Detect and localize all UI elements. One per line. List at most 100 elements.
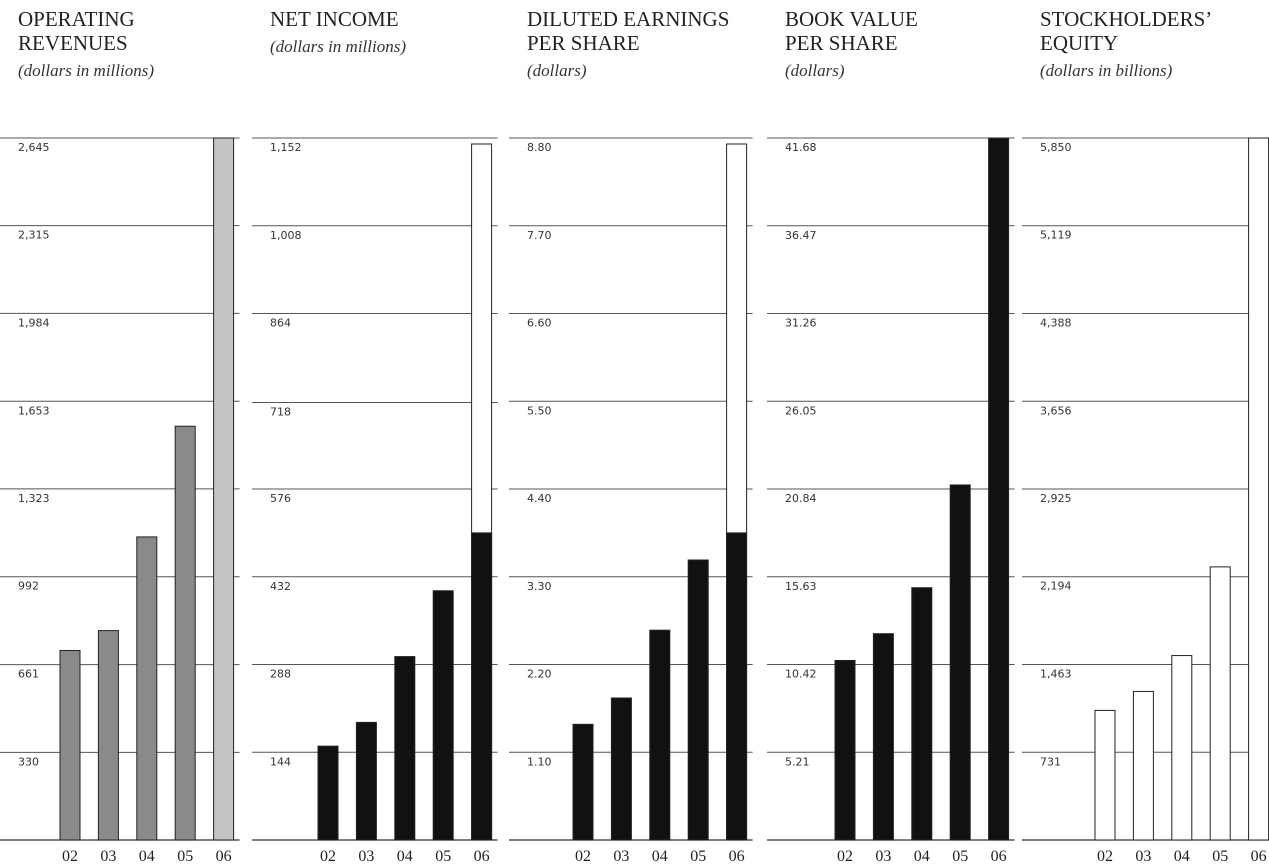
y-tick-label: 8.80 [527,141,552,154]
bar [174,425,196,841]
chart-title: PER SHARE [785,31,898,55]
y-tick-label: 3.30 [527,580,552,593]
y-tick-label: 6.60 [527,317,552,330]
y-tick-label: 5,850 [1040,141,1072,154]
y-tick-label: 1,463 [1040,667,1072,680]
y-tick-label: 432 [270,580,291,593]
y-tick-label: 1.10 [527,755,552,768]
bar [59,649,81,841]
bar [394,656,416,841]
x-tick-label: 06 [729,848,745,865]
y-tick-label: 7.70 [527,229,552,242]
y-tick-label: 15.63 [785,580,817,593]
y-tick-label: 864 [270,317,291,330]
bar [1209,566,1231,841]
y-tick-label: 330 [18,755,39,768]
x-tick-label: 05 [177,848,193,865]
chart-title: DILUTED EARNINGS [527,7,729,31]
bar [687,559,709,841]
y-tick-label: 5.50 [527,404,552,417]
x-tick-label: 06 [474,848,490,865]
chart-title: NET INCOME [270,7,399,31]
x-tick-label: 02 [62,848,78,865]
x-tick-label: 04 [914,848,930,865]
x-tick-label: 05 [952,848,968,865]
chart-title: OPERATING [18,7,135,31]
bar [136,536,158,841]
bar [355,721,377,841]
bar [572,723,594,841]
chart-title: EQUITY [1040,31,1118,55]
y-tick-label: 31.26 [785,317,817,330]
y-tick-label: 36.47 [785,229,817,242]
y-tick-label: 1,653 [18,404,50,417]
x-tick-label: 03 [613,848,629,865]
y-tick-label: 288 [270,668,291,681]
chart-subtitle: (dollars) [527,61,587,80]
bar [432,590,454,841]
chart-subtitle: (dollars in millions) [270,37,406,56]
y-tick-label: 41.68 [785,141,817,154]
x-tick-label: 06 [991,848,1007,865]
y-tick-label: 4,388 [1040,316,1072,329]
bar [1248,137,1269,841]
bar [610,697,632,841]
y-tick-label: 731 [1040,755,1061,768]
x-tick-label: 05 [1212,848,1228,865]
bar [726,532,748,841]
y-tick-label: 4.40 [527,492,552,505]
x-tick-label: 02 [320,848,336,865]
y-tick-label: 144 [270,755,291,768]
bar [911,587,933,841]
bar [213,137,235,841]
bar [1132,690,1154,841]
bar [988,137,1010,841]
x-tick-label: 03 [358,848,374,865]
x-tick-label: 02 [1097,848,1113,865]
x-tick-label: 06 [1251,848,1267,865]
chart-title: PER SHARE [527,31,640,55]
y-tick-label: 2.20 [527,668,552,681]
bar [649,629,671,841]
y-tick-label: 661 [18,668,39,681]
y-tick-label: 1,152 [270,141,302,154]
x-tick-label: 05 [435,848,451,865]
chart-title: REVENUES [18,31,128,55]
y-tick-label: 992 [18,580,39,593]
x-tick-label: 04 [1174,848,1190,865]
x-tick-label: 06 [216,848,232,865]
x-tick-label: 03 [875,848,891,865]
y-tick-label: 1,984 [18,316,50,329]
chart-subtitle: (dollars) [785,61,845,80]
chart-subtitle: (dollars in millions) [18,61,154,80]
x-tick-label: 03 [100,848,116,865]
bar [872,633,894,841]
y-tick-label: 1,323 [18,492,50,505]
y-tick-label: 5.21 [785,755,810,768]
bar [97,630,119,841]
y-tick-label: 718 [270,405,291,418]
x-tick-label: 04 [139,848,155,865]
y-tick-label: 26.05 [785,404,817,417]
y-tick-label: 5,119 [1040,229,1072,242]
chart-title: BOOK VALUE [785,7,918,31]
y-tick-label: 20.84 [785,492,817,505]
x-tick-label: 05 [690,848,706,865]
x-tick-label: 02 [837,848,853,865]
y-tick-label: 2,925 [1040,492,1072,505]
bar [949,484,971,841]
x-tick-label: 03 [1135,848,1151,865]
x-tick-label: 02 [575,848,591,865]
y-tick-label: 2,645 [18,141,50,154]
y-tick-label: 2,194 [1040,580,1072,593]
y-tick-label: 1,008 [270,229,302,242]
x-tick-label: 04 [652,848,668,865]
bar [834,659,856,841]
y-tick-label: 3,656 [1040,404,1072,417]
y-tick-label: 576 [270,492,291,505]
bar [1171,655,1193,841]
bar [471,532,493,841]
chart-subtitle: (dollars in billions) [1040,61,1173,80]
bar [317,745,339,841]
